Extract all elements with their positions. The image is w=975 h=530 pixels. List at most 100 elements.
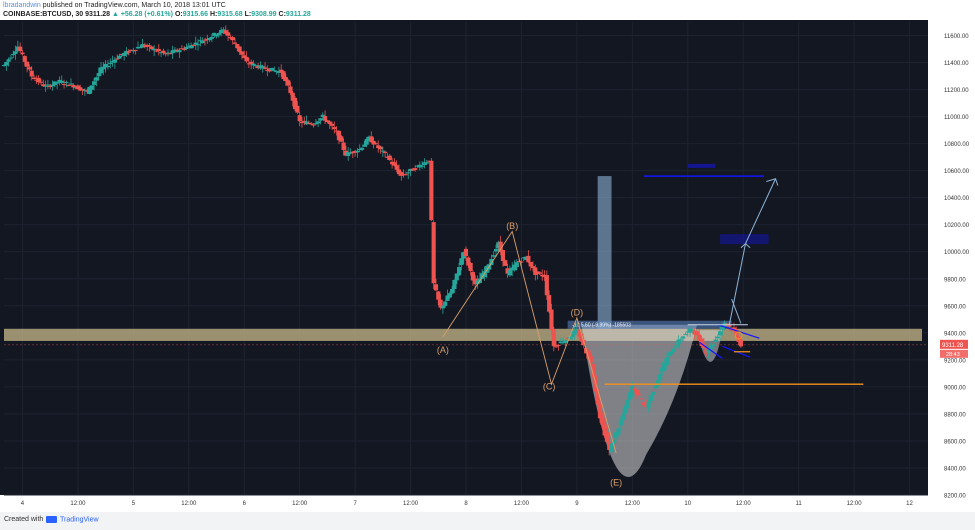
channel-line-1 [698,341,723,359]
candle-body [221,29,226,31]
measure-label-bg [567,320,732,329]
candle-body [281,71,286,80]
candle-body [420,165,425,167]
countdown-label: 28:43 [946,352,960,358]
symbol-name: COINBASE:BTCUSD, 30 [3,11,84,18]
candle-body [145,44,150,47]
candle-body [634,389,640,396]
candle-body [64,81,69,83]
candle-body [159,52,164,54]
candle-body [376,145,381,149]
y-tick-label: 8800.00 [944,412,966,418]
candle-body [34,79,39,81]
candle-body [258,65,263,69]
candle-body [71,84,76,88]
candle-body [514,262,519,268]
candle-body [25,61,30,67]
candle-body [133,49,138,51]
y-tick-label: 9000.00 [944,385,966,391]
candle-body [304,121,309,125]
candle-body [343,150,348,156]
candle-body [85,90,90,92]
candle-body [348,152,353,154]
candle-body [313,123,318,125]
candle-body [655,380,660,387]
candle-body [517,260,522,262]
candle-body [697,334,702,341]
candle-body [459,258,464,266]
candle-body [195,44,201,46]
candle-body [228,37,233,39]
candle-body [692,330,697,335]
candle-body [202,39,208,41]
x-tick-label: 5 [132,501,136,507]
candle-body [184,47,189,49]
candle-body [480,273,485,279]
candle-body [350,151,355,154]
candle-body [463,248,469,257]
tradingview-logo[interactable]: TradingView [46,516,99,523]
candle-body [78,87,83,91]
candle-body [523,256,529,260]
candle-body [50,84,55,87]
candle-body [558,341,563,344]
candle-body [8,57,14,59]
candle-body [4,62,9,66]
time-axis-panel [0,495,928,512]
tradingview-brand: TradingView [60,516,99,524]
publish-text: published on TradingView.com, March 10, … [42,2,226,9]
candle-body [124,50,129,55]
candle-body [450,288,455,294]
candle-body [570,332,575,338]
candle-body [718,331,723,336]
candle-body [223,30,228,34]
candle-body [295,105,300,113]
candle-body [669,351,674,355]
candle-body [498,241,503,252]
y-tick-label: 10200.00 [944,223,970,229]
candle-body [429,160,434,221]
candle-body [177,50,182,53]
candle-body [639,398,644,400]
candle-body [230,37,235,41]
low-value: 9308.99 [251,11,277,18]
candle-body [311,124,316,126]
handle-marker [734,331,743,340]
candle-body [161,50,166,54]
candle-body [600,414,605,425]
candle-body [438,299,443,308]
candle-body [212,32,217,36]
candle-body [256,66,261,69]
candle-body [452,279,457,290]
candle-body [122,52,127,56]
candle-body [567,337,573,340]
candle-body [283,77,288,82]
price-chart[interactable]: 8200.00 8400.00 8600.00 8800.00 9000.00 9200.… [0,20,975,512]
candle-body [82,90,87,92]
candle-body [540,274,545,277]
candle-body [182,48,187,50]
chart-area[interactable]: 8200.00 8400.00 8600.00 8800.00 9000.00 9200.… [0,20,975,512]
wave-label: (C) [543,382,556,392]
candle-body [667,351,672,357]
candle-body [205,38,210,40]
high-value: 9315.68 [217,11,243,18]
author-link[interactable]: lbradandwin [3,2,41,9]
candle-body [290,92,295,101]
candle-body [140,44,145,48]
tradingview-logo-icon [46,516,57,523]
candle-body [528,262,533,267]
candle-body [556,345,561,347]
candle-body [704,349,709,354]
candle-body [22,56,27,62]
candle-body [101,66,106,70]
candle-body [119,53,124,55]
candle-body [302,120,307,122]
candle-body [447,293,452,298]
candle-body [128,49,134,51]
candle-body [715,336,720,339]
candle-body [510,267,515,271]
candle-body [110,61,115,63]
candle-body [396,169,402,175]
candle-body [18,46,23,52]
